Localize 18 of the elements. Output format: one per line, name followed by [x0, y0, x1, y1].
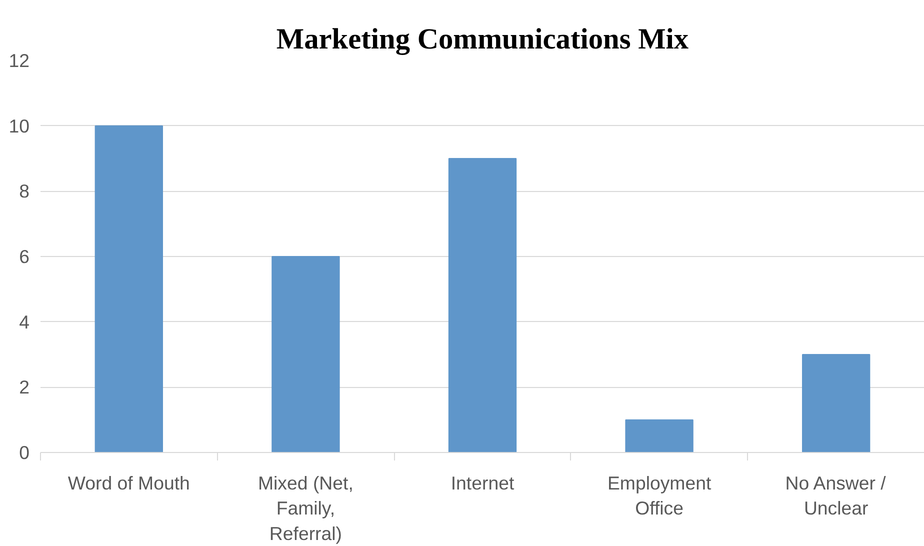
y-tick-label: 12	[8, 50, 30, 71]
bar	[272, 256, 340, 452]
x-tick-label: Word of Mouth	[68, 472, 190, 494]
chart-title: Marketing Communications Mix	[276, 24, 689, 56]
bar	[448, 158, 517, 452]
x-tick-label: Internet	[450, 472, 515, 494]
bar	[625, 419, 694, 452]
x-tick-label: Mixed (Net, Family, Referral)	[258, 472, 354, 544]
y-tick-label: 10	[8, 115, 30, 136]
bar	[802, 354, 870, 452]
y-tick-label: 4	[19, 311, 30, 332]
x-tick-label: No Answer / Unclear	[785, 472, 887, 519]
bar	[94, 125, 163, 452]
y-tick-label: 6	[19, 246, 30, 267]
y-tick-label: 0	[19, 442, 30, 463]
x-tick-label: Employment Office	[607, 472, 712, 519]
y-tick-label: 8	[19, 180, 30, 202]
y-tick-label: 2	[19, 376, 30, 398]
